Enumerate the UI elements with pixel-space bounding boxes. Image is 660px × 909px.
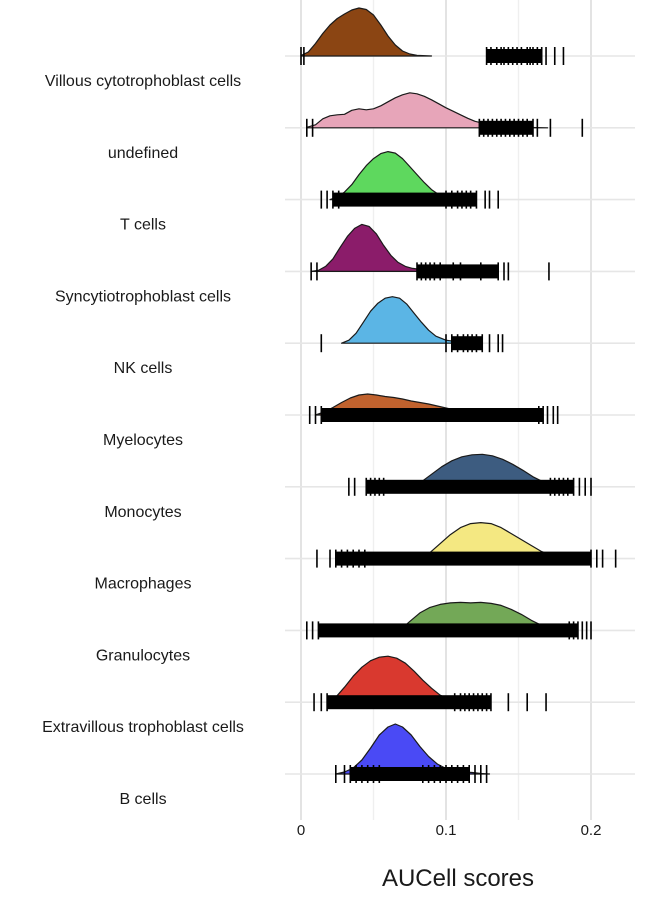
rug-band <box>335 551 591 566</box>
category-labels: Villous cytotrophoblast cells undefined T … <box>42 73 244 808</box>
x-axis-title: AUCell scores <box>382 865 534 892</box>
x-tick-label: 0 <box>297 822 305 839</box>
category-label: Granulocytes <box>96 647 190 664</box>
x-axis-ticks: 0 0.1 0.2 <box>297 822 602 839</box>
category-label: Villous cytotrophoblast cells <box>45 73 241 90</box>
ridge-macrophages <box>316 522 617 568</box>
rug-band <box>327 695 491 710</box>
density-area <box>341 296 476 344</box>
ridge-syncytiotrophoblast-cells <box>310 223 550 281</box>
density-area <box>306 92 549 129</box>
category-label: Monocytes <box>104 504 181 521</box>
category-label: undefined <box>108 145 178 162</box>
ridge-t-cells <box>320 151 500 209</box>
x-tick-label: 0.1 <box>436 822 457 839</box>
ridge-myelocytes <box>308 393 559 424</box>
ridge-extravillous-trophoblast-cells <box>313 655 547 712</box>
x-tick-label: 0.2 <box>581 822 602 839</box>
category-label: Myelocytes <box>103 432 183 449</box>
rug-band <box>417 264 499 279</box>
ridge-nk-cells <box>320 296 504 353</box>
rug-band <box>366 479 574 494</box>
ridge-b-cells <box>334 723 491 783</box>
density-area <box>310 223 454 272</box>
category-label: Extravillous trophoblast cells <box>42 719 244 736</box>
rug-band <box>332 192 477 207</box>
category-label: Syncytiotrophoblast cells <box>55 288 231 305</box>
ridge-undefined <box>305 92 584 137</box>
density-area <box>335 723 491 775</box>
rug-band <box>321 408 544 422</box>
density-area <box>329 151 462 201</box>
category-label: T cells <box>120 217 166 234</box>
category-label: B cells <box>119 791 166 808</box>
ridges <box>300 7 617 783</box>
rug-band <box>318 623 578 638</box>
ridge-monocytes <box>348 453 592 496</box>
category-label: Macrophages <box>95 576 192 593</box>
ridge-granulocytes <box>305 601 592 640</box>
density-area <box>300 7 433 57</box>
category-label: NK cells <box>114 360 173 377</box>
ridge-villous-cytotrophoblast-cells <box>300 7 565 65</box>
